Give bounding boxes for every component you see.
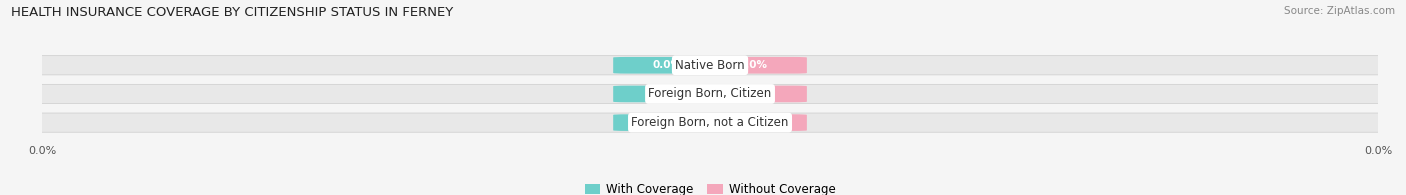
Text: 0.0%: 0.0%	[740, 60, 768, 70]
Legend: With Coverage, Without Coverage: With Coverage, Without Coverage	[579, 178, 841, 195]
FancyBboxPatch shape	[613, 57, 720, 74]
Text: Native Born: Native Born	[675, 59, 745, 72]
FancyBboxPatch shape	[25, 113, 1395, 132]
Text: 0.0%: 0.0%	[652, 89, 681, 99]
Text: 0.0%: 0.0%	[740, 89, 768, 99]
FancyBboxPatch shape	[613, 86, 720, 102]
FancyBboxPatch shape	[25, 84, 1395, 104]
FancyBboxPatch shape	[700, 57, 807, 74]
FancyBboxPatch shape	[700, 114, 807, 131]
FancyBboxPatch shape	[613, 114, 720, 131]
FancyBboxPatch shape	[700, 86, 807, 102]
FancyBboxPatch shape	[25, 56, 1395, 75]
Text: 0.0%: 0.0%	[652, 118, 681, 128]
Text: 0.0%: 0.0%	[652, 60, 681, 70]
Text: Foreign Born, Citizen: Foreign Born, Citizen	[648, 87, 772, 100]
Text: Foreign Born, not a Citizen: Foreign Born, not a Citizen	[631, 116, 789, 129]
Text: HEALTH INSURANCE COVERAGE BY CITIZENSHIP STATUS IN FERNEY: HEALTH INSURANCE COVERAGE BY CITIZENSHIP…	[11, 6, 454, 19]
Text: Source: ZipAtlas.com: Source: ZipAtlas.com	[1284, 6, 1395, 16]
Text: 0.0%: 0.0%	[740, 118, 768, 128]
